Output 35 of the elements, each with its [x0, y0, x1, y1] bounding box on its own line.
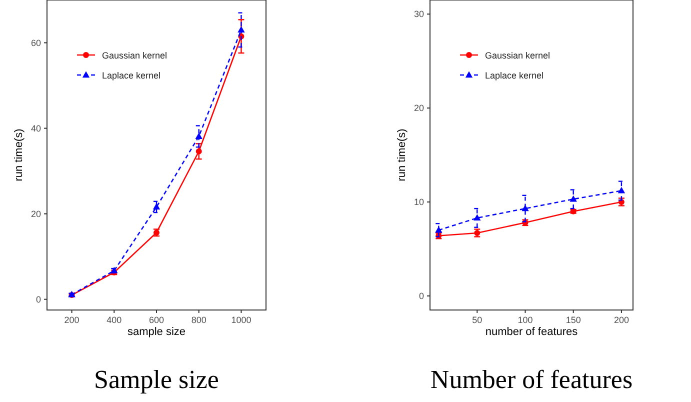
y-tick-label: 0 — [36, 294, 41, 304]
x-tick-label: 600 — [148, 315, 164, 325]
y-tick-label: 0 — [418, 290, 424, 301]
text: Sample size — [94, 365, 219, 394]
point — [152, 203, 160, 210]
text: Number of features — [430, 365, 633, 394]
point — [618, 186, 626, 194]
point — [238, 26, 245, 33]
x-tick-label: 800 — [191, 315, 206, 325]
y-axis-title: run time(s) — [396, 128, 408, 182]
y-axis-title: run time(s) — [13, 128, 25, 182]
x-axis-title: number of features — [485, 326, 578, 338]
x-axis-title: sample size — [127, 326, 186, 338]
legend-label: Gaussian kernel — [102, 50, 168, 60]
y-tick-label: 20 — [30, 208, 41, 219]
point — [474, 214, 481, 221]
x-tick-label: 200 — [614, 315, 629, 325]
y-tick-label: 30 — [414, 9, 424, 20]
y-tick-label: 60 — [30, 38, 41, 48]
x-tick-label: 150 — [566, 315, 581, 325]
x-tick-label: 400 — [106, 315, 122, 325]
x-tick-label: 1000 — [231, 315, 252, 325]
legend-label: Gaussian kernel — [485, 50, 550, 60]
point — [195, 132, 202, 139]
y-tick-label: 20 — [414, 103, 424, 114]
point — [570, 195, 577, 202]
x-tick-label: 100 — [518, 315, 533, 325]
x-tick-label: 200 — [64, 315, 80, 325]
y-tick-label: 40 — [30, 123, 41, 134]
legend-label: Laplace kernel — [485, 70, 544, 80]
point — [522, 204, 529, 212]
point — [435, 226, 442, 233]
legend-label: Laplace kernel — [102, 70, 161, 80]
y-tick-label: 10 — [414, 196, 424, 207]
x-tick-label: 50 — [472, 315, 482, 325]
